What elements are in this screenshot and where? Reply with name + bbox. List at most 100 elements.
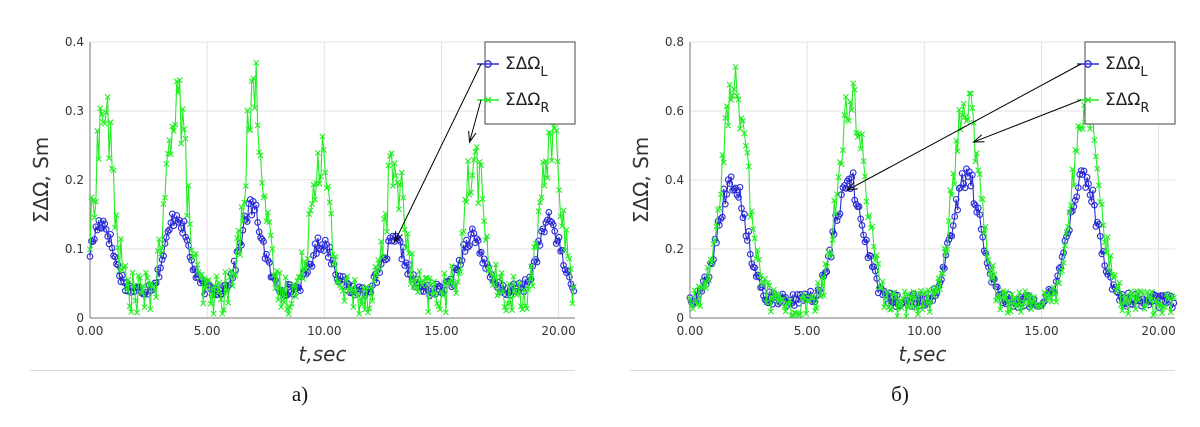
data-point bbox=[545, 208, 553, 216]
data-point bbox=[533, 258, 541, 266]
data-point bbox=[98, 224, 106, 232]
data-point bbox=[116, 272, 123, 280]
data-point bbox=[224, 283, 232, 290]
data-point bbox=[1139, 290, 1146, 297]
data-point bbox=[254, 122, 261, 129]
data-point bbox=[1107, 252, 1114, 259]
data-point bbox=[242, 182, 249, 189]
data-point bbox=[858, 221, 866, 229]
data-point bbox=[341, 297, 348, 304]
data-point bbox=[870, 263, 878, 270]
data-point bbox=[370, 277, 377, 284]
data-point bbox=[728, 96, 735, 103]
legend-label-sub: R bbox=[540, 101, 549, 116]
data-point bbox=[1148, 288, 1155, 295]
annotation-arrow bbox=[393, 63, 482, 244]
data-point bbox=[764, 279, 771, 286]
data-point bbox=[860, 231, 867, 239]
data-point bbox=[1054, 279, 1061, 286]
data-point bbox=[219, 310, 226, 317]
data-point bbox=[848, 107, 855, 114]
data-point bbox=[879, 278, 886, 285]
data-point bbox=[1004, 309, 1011, 316]
legend-label-main: ΣΔΩ bbox=[505, 90, 540, 110]
data-point bbox=[87, 246, 93, 253]
data-point bbox=[326, 199, 333, 206]
data-point bbox=[785, 301, 792, 308]
data-point bbox=[207, 300, 214, 307]
data-point bbox=[296, 287, 304, 295]
data-point bbox=[95, 217, 103, 224]
series-R bbox=[87, 59, 577, 317]
data-point bbox=[216, 279, 223, 286]
data-point bbox=[744, 237, 751, 244]
data-point bbox=[391, 160, 398, 167]
data-point bbox=[1094, 165, 1101, 172]
data-point bbox=[1120, 292, 1127, 299]
data-point bbox=[898, 305, 905, 312]
data-point bbox=[91, 214, 98, 221]
data-point bbox=[820, 292, 827, 299]
data-point bbox=[894, 313, 901, 320]
data-point bbox=[507, 299, 514, 306]
data-point bbox=[867, 252, 875, 260]
data-point bbox=[291, 282, 298, 289]
data-point bbox=[114, 244, 121, 251]
data-point bbox=[750, 226, 757, 233]
data-point bbox=[114, 261, 122, 269]
data-point bbox=[1067, 202, 1074, 209]
data-point bbox=[841, 112, 848, 119]
data-point bbox=[1095, 182, 1102, 189]
data-point bbox=[549, 221, 557, 229]
y-tick-label: 0.2 bbox=[65, 173, 84, 187]
data-point bbox=[266, 259, 273, 266]
data-point bbox=[473, 144, 480, 151]
annotation-arrow bbox=[468, 99, 482, 144]
data-point bbox=[382, 256, 389, 264]
data-point bbox=[1016, 289, 1023, 296]
x-tick-label: 20.00 bbox=[1141, 324, 1175, 338]
legend-label-sub: L bbox=[1140, 65, 1148, 80]
data-point bbox=[284, 306, 291, 313]
data-point bbox=[311, 240, 319, 248]
data-point bbox=[473, 235, 481, 242]
data-point bbox=[253, 59, 260, 66]
x-tick-label: 10.00 bbox=[907, 324, 941, 338]
data-point bbox=[385, 162, 392, 169]
data-point bbox=[419, 282, 426, 289]
data-point bbox=[309, 201, 316, 208]
legend-label-sub: R bbox=[1140, 101, 1149, 116]
data-point bbox=[339, 287, 346, 294]
data-point bbox=[420, 288, 428, 295]
data-point bbox=[110, 167, 117, 174]
x-axis-title: t,sec bbox=[299, 342, 347, 366]
arrow-head bbox=[845, 181, 858, 192]
data-point bbox=[260, 238, 267, 245]
data-point bbox=[803, 310, 810, 317]
data-point bbox=[212, 283, 218, 290]
data-point bbox=[292, 293, 299, 300]
data-point bbox=[184, 212, 191, 219]
data-point bbox=[842, 93, 849, 100]
data-point bbox=[697, 303, 704, 310]
data-point bbox=[692, 298, 699, 305]
data-point bbox=[751, 235, 758, 242]
data-point bbox=[169, 210, 176, 218]
data-point bbox=[741, 130, 748, 137]
data-point bbox=[238, 241, 245, 249]
data-point bbox=[1104, 234, 1111, 241]
data-point bbox=[275, 296, 282, 303]
data-point bbox=[948, 232, 956, 240]
data-point bbox=[989, 262, 996, 269]
data-point bbox=[453, 290, 460, 297]
data-point bbox=[781, 303, 788, 310]
data-point bbox=[442, 309, 449, 316]
data-point bbox=[1089, 186, 1097, 194]
data-point bbox=[492, 261, 499, 268]
data-point bbox=[888, 306, 895, 313]
data-point bbox=[132, 297, 139, 304]
data-point bbox=[952, 195, 960, 203]
data-point bbox=[1144, 288, 1151, 295]
x-tick-label: 20.00 bbox=[541, 324, 575, 338]
data-point bbox=[981, 230, 988, 237]
